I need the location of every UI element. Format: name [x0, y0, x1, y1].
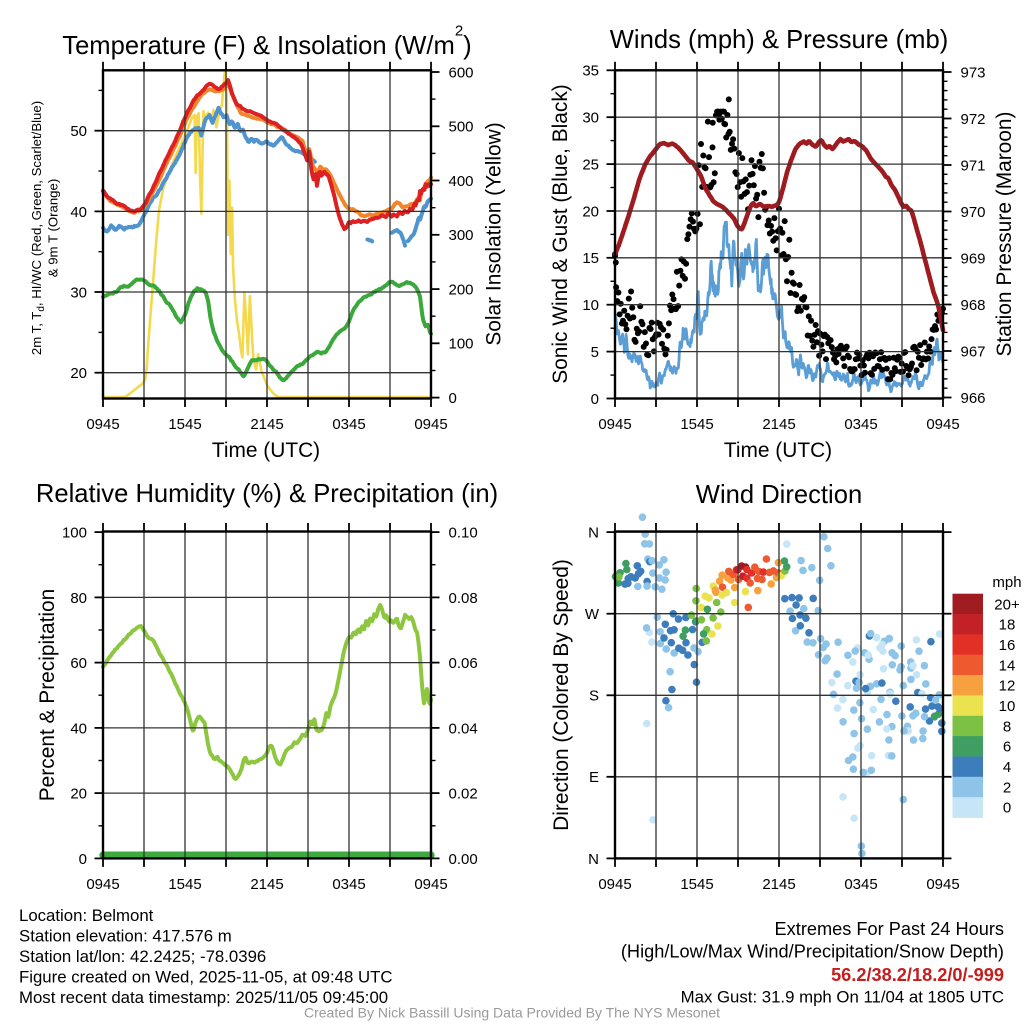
- svg-text:970: 970: [961, 204, 986, 221]
- svg-text:600: 600: [449, 64, 474, 81]
- svg-text:Time (UTC): Time (UTC): [212, 439, 320, 462]
- svg-text:0945: 0945: [86, 876, 119, 893]
- svg-text:0345: 0345: [844, 416, 877, 433]
- svg-text:0945: 0945: [86, 416, 119, 433]
- svg-text:Station Pressure (Maroon): Station Pressure (Maroon): [993, 112, 1016, 357]
- svg-text:Extremes For Past 24 Hours: Extremes For Past 24 Hours: [775, 919, 1004, 939]
- svg-text:0.08: 0.08: [449, 590, 478, 607]
- svg-text:Created By Nick Bassill Using: Created By Nick Bassill Using Data Provi…: [304, 1005, 720, 1021]
- svg-text:1545: 1545: [168, 416, 201, 433]
- svg-text:18: 18: [999, 617, 1016, 634]
- svg-text:0.10: 0.10: [449, 525, 478, 542]
- svg-text:971: 971: [961, 157, 986, 174]
- svg-text:mph: mph: [992, 574, 1021, 591]
- svg-text:2m T, Td, HI/WC (Red, Green, S: 2m T, Td, HI/WC (Red, Green, Scarlet/Blu…: [29, 101, 47, 355]
- svg-text:Solar Insolation (Yellow): Solar Insolation (Yellow): [483, 122, 506, 345]
- svg-text:Relative Humidity (%) & Precip: Relative Humidity (%) & Precipitation (i…: [36, 480, 498, 508]
- svg-text:972: 972: [961, 111, 986, 128]
- svg-text:1545: 1545: [680, 876, 713, 893]
- svg-text:200: 200: [449, 282, 474, 299]
- svg-text:2145: 2145: [762, 416, 795, 433]
- svg-text:50: 50: [70, 123, 87, 140]
- svg-text:100: 100: [62, 525, 87, 542]
- svg-text:4: 4: [1003, 759, 1011, 776]
- svg-text:6: 6: [1003, 739, 1011, 756]
- svg-text:0345: 0345: [332, 416, 365, 433]
- svg-text:300: 300: [449, 227, 474, 244]
- svg-text:Sonic Wind & Gust (Blue, Black: Sonic Wind & Gust (Blue, Black): [549, 84, 572, 384]
- svg-text:Figure created on Wed, 2025-11: Figure created on Wed, 2025-11-05, at 09…: [19, 968, 392, 987]
- svg-text:0: 0: [449, 390, 457, 407]
- svg-text:0.04: 0.04: [449, 720, 478, 737]
- svg-text:400: 400: [449, 173, 474, 190]
- svg-text:Winds (mph) & Pressure (mb): Winds (mph) & Pressure (mb): [610, 26, 948, 54]
- svg-text:Time (UTC): Time (UTC): [724, 439, 832, 462]
- svg-text:969: 969: [961, 250, 986, 267]
- svg-text:2145: 2145: [762, 876, 795, 893]
- svg-text:1545: 1545: [168, 876, 201, 893]
- svg-text:968: 968: [961, 297, 986, 314]
- svg-text:0945: 0945: [414, 876, 447, 893]
- svg-text:Most recent data timestamp: 20: Most recent data timestamp: 2025/11/05 0…: [19, 988, 388, 1007]
- svg-text:10: 10: [999, 698, 1016, 715]
- svg-text:Station elevation: 417.576 m: Station elevation: 417.576 m: [19, 927, 232, 946]
- svg-text:0945: 0945: [414, 416, 447, 433]
- svg-text:25: 25: [582, 157, 599, 174]
- svg-text:56.2/38.2/18.2/0/-999: 56.2/38.2/18.2/0/-999: [831, 965, 1004, 985]
- svg-text:30: 30: [70, 284, 87, 301]
- svg-text:0: 0: [79, 851, 87, 868]
- svg-text:80: 80: [70, 590, 87, 607]
- svg-text:967: 967: [961, 343, 986, 360]
- svg-text:100: 100: [449, 336, 474, 353]
- svg-text:20+: 20+: [994, 596, 1020, 613]
- svg-text:40: 40: [70, 204, 87, 221]
- svg-text:E: E: [589, 769, 599, 786]
- svg-text:966: 966: [961, 390, 986, 407]
- svg-text:0: 0: [1003, 800, 1011, 817]
- svg-text:0945: 0945: [926, 876, 959, 893]
- svg-text:20: 20: [70, 365, 87, 382]
- svg-text:0945: 0945: [598, 876, 631, 893]
- svg-text:16: 16: [999, 637, 1016, 654]
- svg-text:14: 14: [999, 657, 1016, 674]
- svg-text:1545: 1545: [680, 416, 713, 433]
- svg-text:973: 973: [961, 64, 986, 81]
- svg-text:20: 20: [70, 786, 87, 803]
- svg-text:15: 15: [582, 250, 599, 267]
- svg-text:& 9m T (Orange): & 9m T (Orange): [45, 179, 60, 277]
- svg-text:0.00: 0.00: [449, 851, 478, 868]
- svg-text:2: 2: [1003, 779, 1011, 796]
- svg-text:Station lat/lon: 42.2425; -78.: Station lat/lon: 42.2425; -78.0396: [19, 947, 266, 966]
- svg-text:Location: Belmont: Location: Belmont: [19, 906, 154, 925]
- svg-text:Direction (Colored By Speed): Direction (Colored By Speed): [550, 559, 573, 831]
- svg-text:0345: 0345: [844, 876, 877, 893]
- svg-text:30: 30: [582, 110, 599, 127]
- svg-text:12: 12: [999, 678, 1016, 695]
- svg-text:Percent & Precipitation: Percent & Precipitation: [36, 589, 59, 802]
- svg-text:2145: 2145: [250, 416, 283, 433]
- svg-text:Max Gust: 31.9 mph On 11/04 at: Max Gust: 31.9 mph On 11/04 at 1805 UTC: [681, 988, 1004, 1007]
- svg-text:0.02: 0.02: [449, 786, 478, 803]
- svg-text:N: N: [588, 851, 599, 868]
- svg-text:40: 40: [70, 720, 87, 737]
- svg-text:5: 5: [591, 344, 599, 361]
- svg-text:8: 8: [1003, 718, 1011, 735]
- svg-text:0945: 0945: [926, 416, 959, 433]
- svg-text:N: N: [588, 525, 599, 542]
- svg-text:35: 35: [582, 63, 599, 80]
- svg-text:0.06: 0.06: [449, 655, 478, 672]
- svg-text:0: 0: [591, 391, 599, 408]
- svg-text:W: W: [585, 606, 600, 623]
- svg-text:(High/Low/Max Wind/Precipitati: (High/Low/Max Wind/Precipitation/Snow De…: [621, 942, 1004, 962]
- svg-text:S: S: [589, 688, 599, 705]
- svg-text:2145: 2145: [250, 876, 283, 893]
- svg-text:0345: 0345: [332, 876, 365, 893]
- svg-text:20: 20: [582, 203, 599, 220]
- svg-text:500: 500: [449, 119, 474, 136]
- svg-text:60: 60: [70, 655, 87, 672]
- svg-text:10: 10: [582, 297, 599, 314]
- svg-text:Wind Direction: Wind Direction: [696, 481, 862, 509]
- svg-text:0945: 0945: [598, 416, 631, 433]
